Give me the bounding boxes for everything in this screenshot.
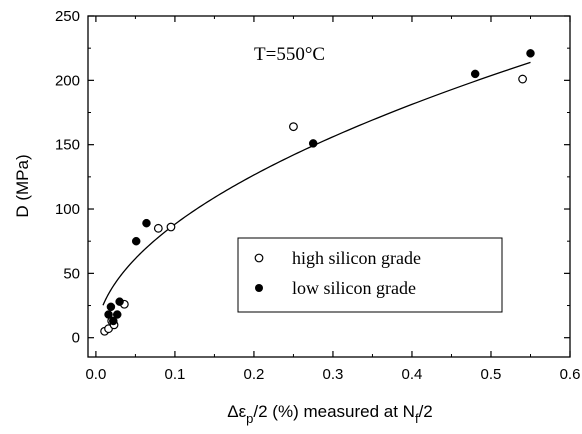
legend-label-high-silicon: high silicon grade	[292, 248, 421, 268]
x-tick-label: 0.2	[244, 366, 265, 383]
x-tick-label: 0.6	[560, 366, 581, 383]
y-tick-label: 100	[55, 201, 80, 218]
data-point-high-silicon	[289, 122, 298, 132]
data-point-high-silicon	[166, 222, 176, 232]
x-axis-title-sub-p: p	[246, 411, 253, 426]
x-tick-label: 0.1	[164, 366, 185, 383]
x-tick-label: 0.3	[323, 366, 344, 383]
y-tick-label: 0	[72, 330, 80, 347]
data-point-high-silicon	[518, 74, 527, 84]
x-axis-title-tail: /2	[419, 402, 433, 421]
fit-curve	[102, 61, 531, 306]
data-point-high-silicon	[153, 223, 163, 233]
temperature-annotation: T=550°C	[254, 44, 325, 65]
y-tick-label: 200	[55, 72, 80, 89]
data-point-low-silicon	[104, 310, 113, 319]
data-point-low-silicon	[142, 218, 151, 228]
x-tick-label: 0.0	[85, 366, 106, 383]
ticks-layer: 0.0 0.1 0.2 0.3 0.4 0.5 0.6 0 50 100 150 200 250	[55, 8, 580, 383]
x-tick-label: 0.4	[402, 366, 423, 383]
x-axis-title-mid: /2 (%) measured at N	[253, 402, 415, 421]
y-tick-label: 150	[55, 137, 80, 154]
legend-box	[237, 237, 503, 313]
data-point-low-silicon	[470, 69, 480, 79]
y-axis-title: D (MPa)	[13, 154, 32, 217]
legend: high silicon grade low silicon grade	[237, 237, 503, 313]
plot-frame	[87, 15, 571, 358]
data-point-low-silicon	[109, 316, 118, 326]
data-point-low-silicon	[112, 310, 122, 319]
x-axis-title-sub-f: f	[415, 411, 419, 426]
data-point-low-silicon	[106, 302, 116, 312]
x-axis-title: Δεp/2 (%) measured at Nf/2	[227, 402, 433, 426]
data-point-low-silicon	[526, 49, 535, 58]
data-point-low-silicon	[131, 236, 141, 246]
y-tick-label: 250	[55, 8, 80, 25]
points-layer	[100, 49, 535, 336]
legend-label-low-silicon: low silicon grade	[292, 278, 416, 298]
data-point-low-silicon	[115, 297, 124, 306]
x-tick-label: 0.5	[481, 366, 502, 383]
x-axis-title-delta-eps: Δε	[227, 402, 246, 421]
data-point-low-silicon	[308, 139, 318, 148]
legend-marker-low-silicon	[255, 284, 263, 292]
legend-marker-high-silicon	[254, 253, 264, 263]
y-tick-label: 50	[63, 265, 80, 282]
